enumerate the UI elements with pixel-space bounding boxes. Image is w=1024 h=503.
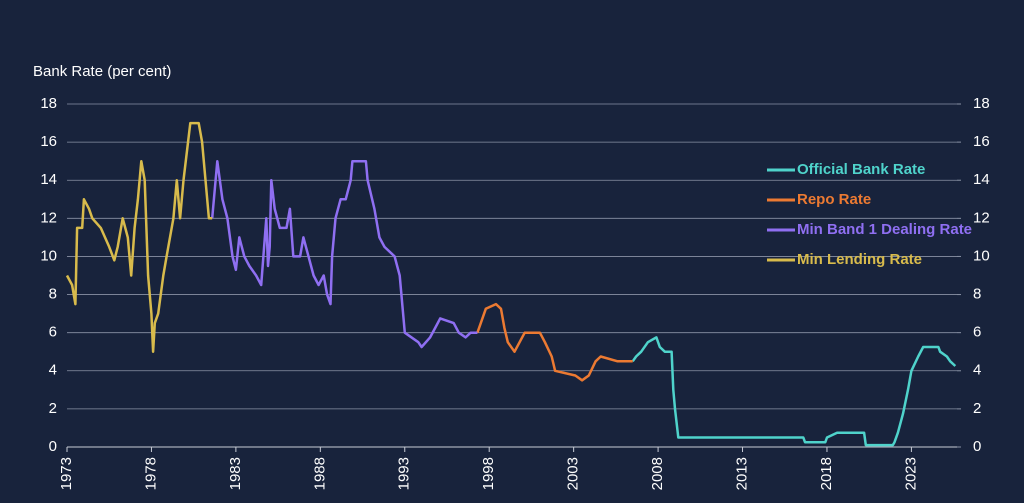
y2-tick-label: 4 bbox=[973, 362, 981, 379]
legend-label: Official Bank Rate bbox=[797, 161, 925, 178]
y2-tick-label: 16 bbox=[973, 133, 990, 150]
x-tick-label: 1998 bbox=[480, 457, 497, 490]
x-tick-label: 2003 bbox=[565, 457, 582, 490]
x-tick-label: 2018 bbox=[818, 457, 835, 490]
legend-label: Repo Rate bbox=[797, 191, 871, 208]
series-line bbox=[210, 159, 478, 349]
y2-tick-label: 0 bbox=[973, 438, 981, 455]
y-tick-label: 12 bbox=[40, 209, 57, 226]
y2-tick-label: 18 bbox=[973, 95, 990, 112]
x-tick-label: 2013 bbox=[733, 457, 750, 490]
y-tick-label: 16 bbox=[40, 133, 57, 150]
y2-tick-label: 8 bbox=[973, 286, 981, 303]
x-tick-label: 2023 bbox=[902, 457, 919, 490]
x-tick-label: 2008 bbox=[649, 457, 666, 490]
x-tick-label: 1978 bbox=[142, 457, 159, 490]
y2-tick-label: 12 bbox=[973, 209, 990, 226]
series-line bbox=[476, 302, 633, 382]
y-tick-label: 14 bbox=[40, 171, 57, 188]
x-tick-label: 1988 bbox=[311, 457, 328, 490]
y-tick-label: 0 bbox=[49, 438, 57, 455]
y-tick-label: 2 bbox=[49, 400, 57, 417]
legend-label: Min Band 1 Dealing Rate bbox=[797, 221, 972, 238]
series-line bbox=[65, 121, 213, 353]
series-line bbox=[631, 336, 957, 447]
y2-tick-label: 10 bbox=[973, 247, 990, 264]
y-tick-label: 4 bbox=[49, 362, 57, 379]
y2-tick-label: 6 bbox=[973, 324, 981, 341]
y-tick-label: 10 bbox=[40, 247, 57, 264]
x-tick-label: 1973 bbox=[58, 457, 75, 490]
x-tick-label: 1983 bbox=[227, 457, 244, 490]
y-tick-label: 8 bbox=[49, 286, 57, 303]
y2-tick-label: 2 bbox=[973, 400, 981, 417]
y-tick-label: 18 bbox=[40, 95, 57, 112]
y2-tick-label: 14 bbox=[973, 171, 990, 188]
legend-label: Min Lending Rate bbox=[797, 251, 922, 268]
y-tick-label: 6 bbox=[49, 324, 57, 341]
y-axis-label: Bank Rate (per cent) bbox=[33, 63, 171, 80]
x-tick-label: 1993 bbox=[396, 457, 413, 490]
